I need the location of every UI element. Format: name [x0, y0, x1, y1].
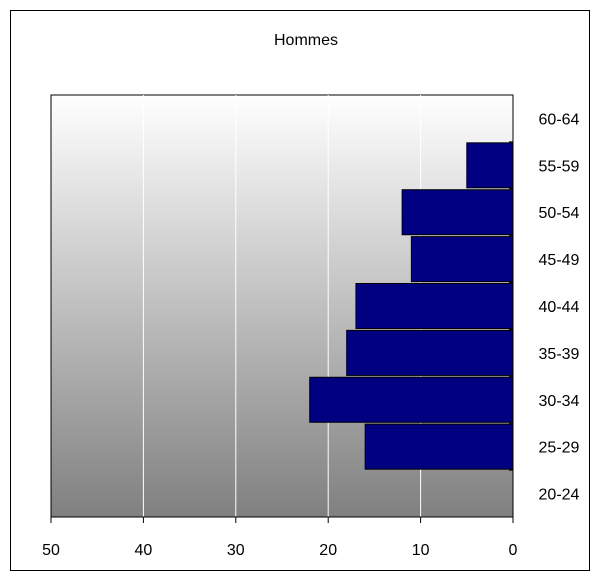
x-tick-label: 30: [227, 542, 245, 559]
y-category-label: 45-49: [539, 252, 580, 269]
y-category-label: 35-39: [539, 346, 580, 363]
bar-25-29: [364, 423, 514, 470]
bar-50-54: [401, 189, 514, 236]
y-category-label: 40-44: [539, 299, 580, 316]
y-category-label: 50-54: [539, 205, 580, 222]
bar-35-39: [346, 329, 514, 376]
y-category-label: 30-34: [539, 393, 580, 410]
y-category-label: 55-59: [539, 158, 580, 175]
bars: [309, 142, 514, 470]
bar-40-44: [355, 282, 514, 330]
y-category-label: 25-29: [539, 440, 580, 457]
bar-55-59: [466, 142, 514, 189]
bar-30-34: [309, 376, 514, 423]
x-tick-label: 10: [412, 542, 430, 559]
x-axis: 50 40 30 20 10 0: [42, 516, 518, 559]
bar-45-49: [410, 236, 514, 283]
x-tick-label: 40: [135, 542, 153, 559]
y-category-label: 20-24: [539, 487, 580, 504]
y-category-label: 60-64: [539, 111, 580, 128]
chart-title: Hommes: [274, 32, 338, 49]
x-tick-label: 50: [42, 542, 60, 559]
x-tick-label: 20: [319, 542, 337, 559]
x-tick-label: 0: [509, 542, 518, 559]
y-axis: 20-24 25-29 30-34 35-39 40-44 45-49 50-54 55-59…: [509, 94, 580, 518]
